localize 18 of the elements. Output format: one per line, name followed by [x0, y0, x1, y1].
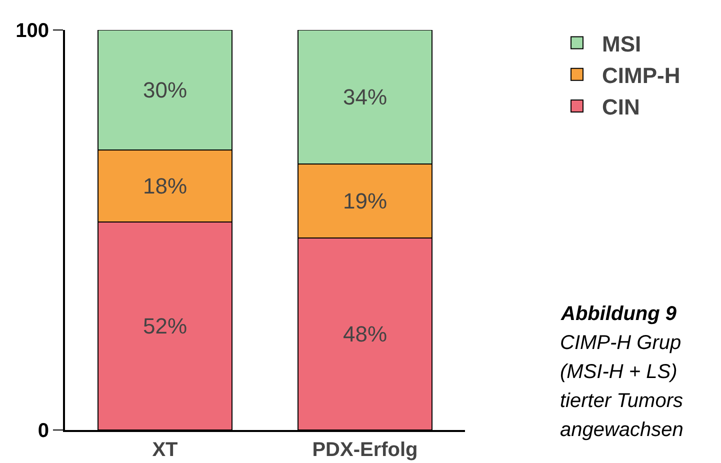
data-label: 48%	[342, 322, 388, 346]
x-tick-label: PDX-Erfolg	[312, 439, 418, 461]
legend-label: MSI	[602, 31, 642, 56]
text: Abbildung 9	[560, 303, 678, 325]
data-label: 34%	[342, 84, 388, 110]
data-label: 52%	[142, 314, 188, 338]
text: tierter Tumors	[560, 390, 683, 412]
y-tick-label: 0	[38, 420, 49, 442]
legend-label: CIN	[602, 94, 640, 120]
text: angewachsen	[560, 419, 684, 441]
legend-label: CIMP-H	[602, 62, 680, 88]
data-label: 30%	[142, 78, 188, 102]
data-label: 18%	[142, 174, 188, 198]
text: CIMP-H Grup	[560, 332, 682, 354]
x-tick-label: XT	[152, 439, 178, 461]
text: (MSI-H + LS)	[560, 361, 678, 383]
y-tick-label: 100	[16, 20, 49, 42]
data-label: 19%	[342, 188, 388, 214]
